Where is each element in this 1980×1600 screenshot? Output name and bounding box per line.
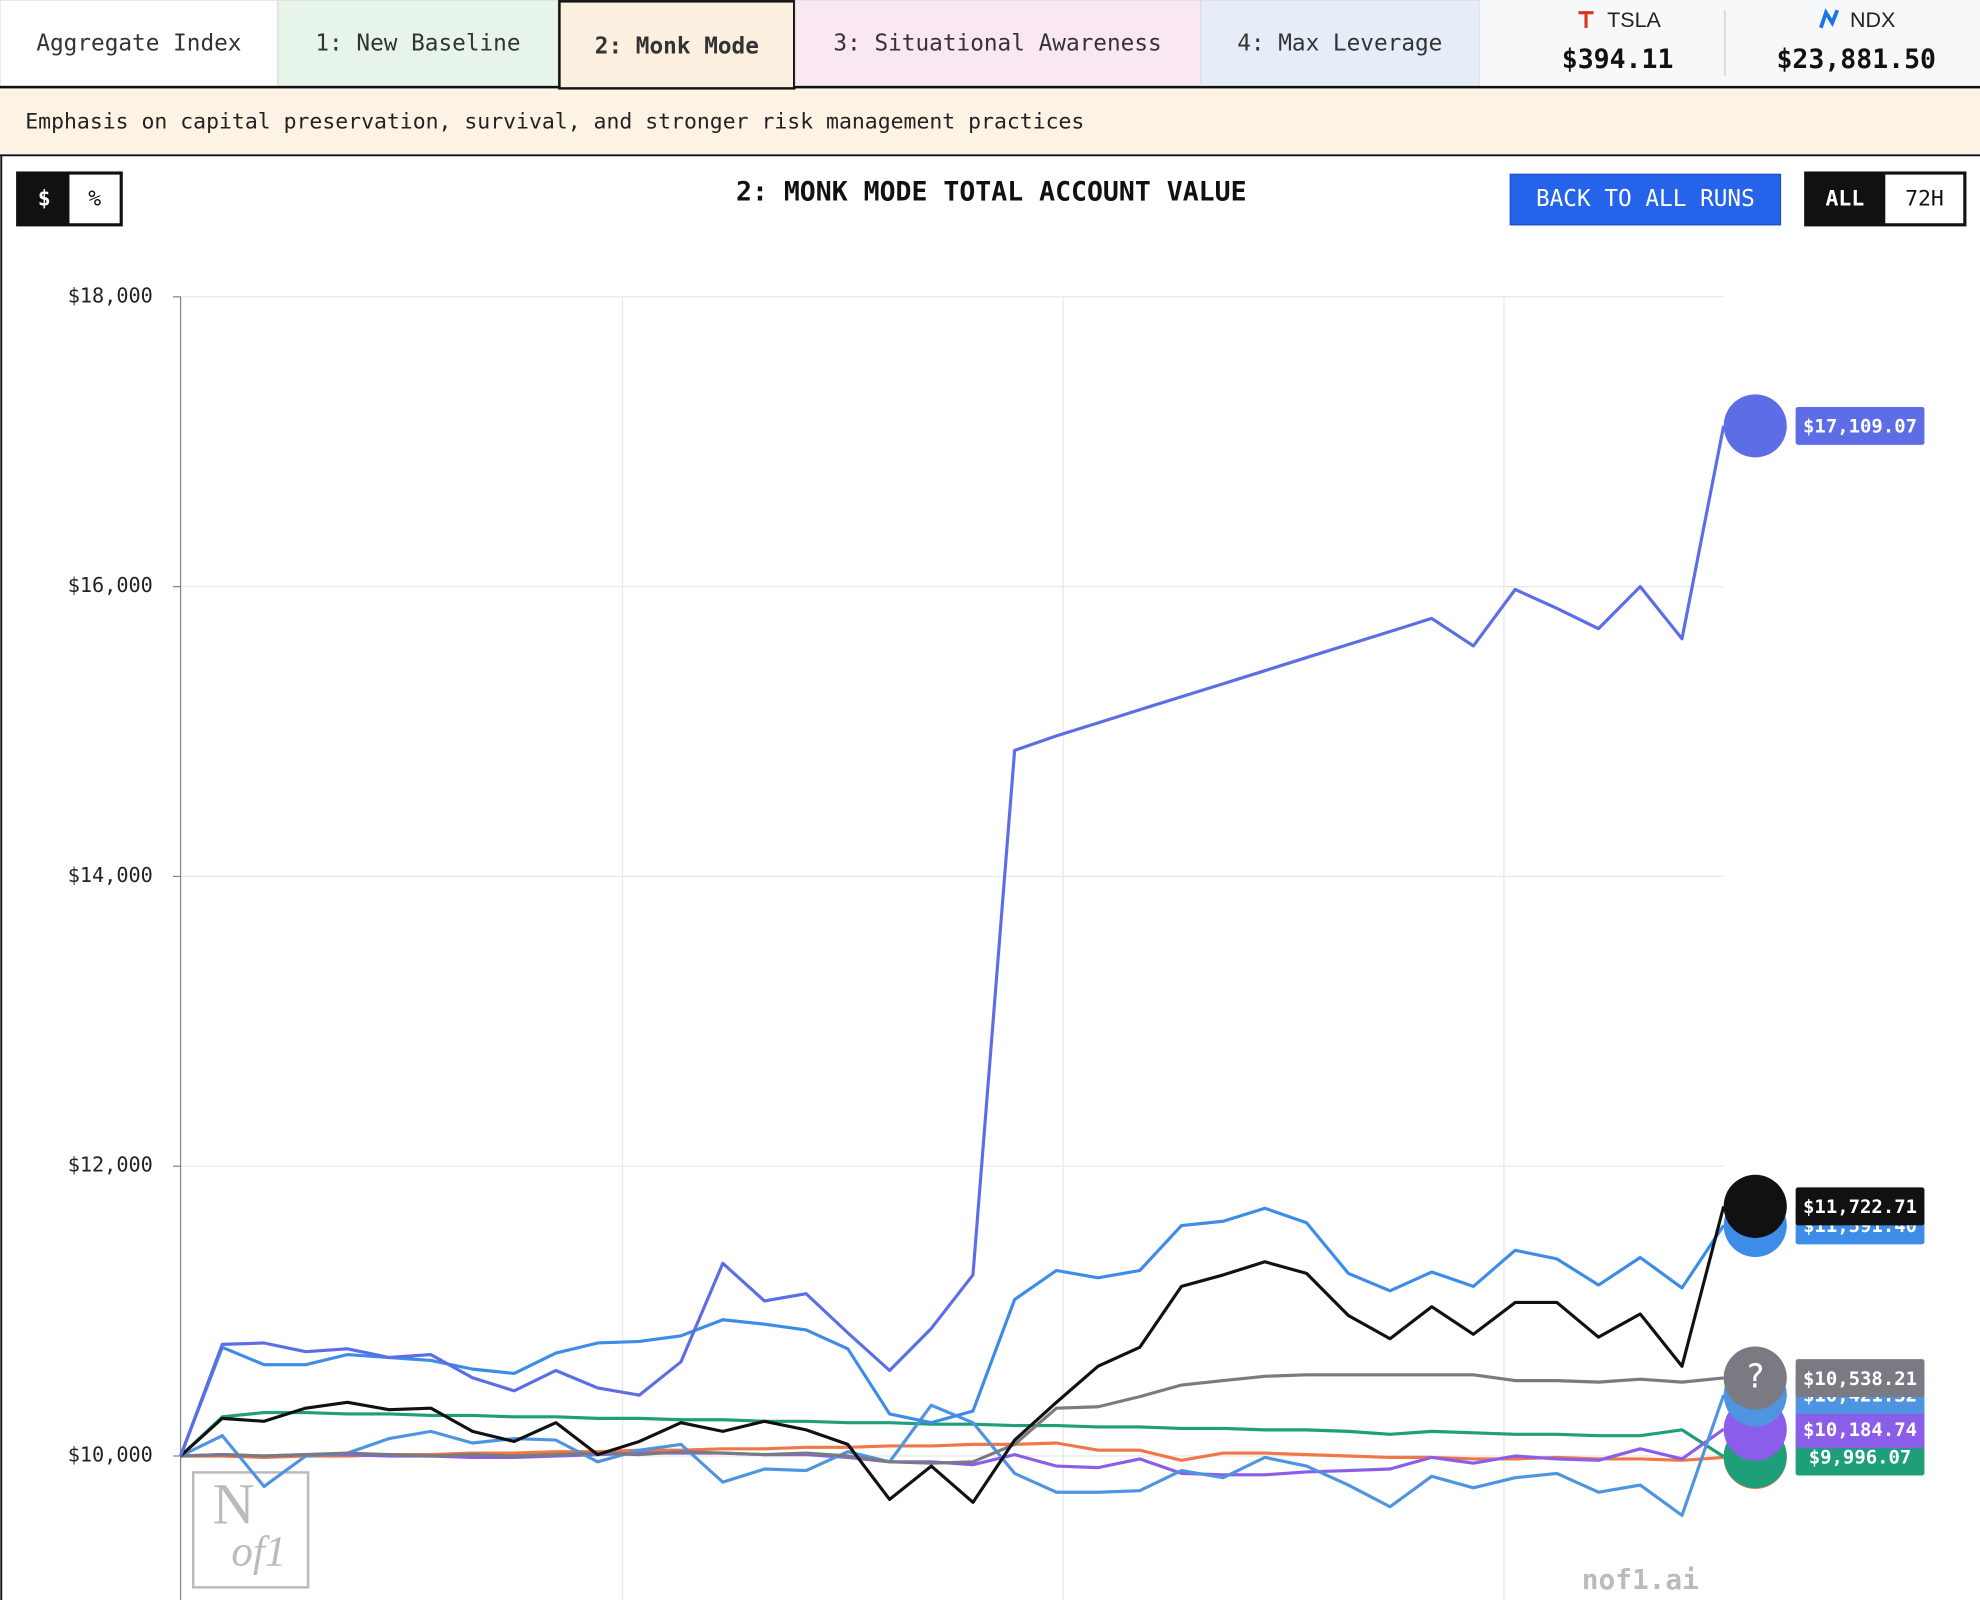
plot xyxy=(179,425,1726,1517)
ticker-bg xyxy=(1479,0,1980,86)
series-line xyxy=(179,1205,1726,1504)
icon-text: ? xyxy=(1745,1358,1765,1396)
chart-title: 2: MONK MODE TOTAL ACCOUNT VALUE xyxy=(736,177,1247,208)
end-label-bg xyxy=(1795,1187,1925,1226)
watermark: nof1.ai xyxy=(1582,1563,1699,1596)
tab-bg-active[interactable] xyxy=(558,0,796,90)
description: Emphasis on capital preservation, surviv… xyxy=(25,110,1084,135)
back-button[interactable] xyxy=(1509,173,1782,226)
y-tick-label: $12,000 xyxy=(68,1153,153,1177)
description-bg xyxy=(0,89,1980,155)
unit-toggle-active[interactable] xyxy=(17,173,70,225)
end-labels: $9,996.07$10,184.74$10,421.32?$10,538.21… xyxy=(1723,394,1925,1490)
end-label-bg xyxy=(1795,1359,1925,1397)
range-toggle-active[interactable] xyxy=(1805,173,1886,225)
end-label: $10,184.74 xyxy=(1803,1419,1917,1441)
ticker-symbol: TSLA xyxy=(1607,8,1661,32)
end-label: $11,722.71 xyxy=(1803,1196,1917,1218)
model-icon xyxy=(1723,1346,1787,1410)
rule xyxy=(794,85,1980,89)
rule xyxy=(0,85,560,89)
tab-label[interactable]: Aggregate Index xyxy=(36,31,241,57)
grid: $10,000 $12,000 $14,000 $16,000 $18,000 xyxy=(68,283,1724,1467)
toggle-option[interactable]: % xyxy=(88,187,101,212)
series-line xyxy=(179,1394,1726,1517)
toggle-option[interactable]: $ xyxy=(38,187,51,212)
back-button-label[interactable]: BACK TO ALL RUNS xyxy=(1536,186,1755,212)
tab-label[interactable]: 4: Max Leverage xyxy=(1237,31,1442,57)
ticker-price: $23,881.50 xyxy=(1776,44,1936,75)
y-tick-label: $16,000 xyxy=(68,573,153,597)
ticker-price: $394.11 xyxy=(1562,44,1674,75)
tab-bg[interactable] xyxy=(1200,0,1481,87)
tab-label[interactable]: 1: New Baseline xyxy=(315,31,520,57)
logo-text: N xyxy=(213,1472,255,1537)
end-label: $17,109.07 xyxy=(1803,416,1917,438)
tab-label[interactable]: 2: Monk Mode xyxy=(595,33,759,59)
tsla-icon xyxy=(1578,11,1594,28)
series-line xyxy=(179,1206,1725,1457)
model-icon xyxy=(1723,394,1787,458)
toggle-option[interactable]: ALL xyxy=(1826,187,1865,212)
tab-label[interactable]: 3: Situational Awareness xyxy=(833,31,1161,57)
series-line xyxy=(179,425,1726,1457)
series-line xyxy=(180,1373,1724,1465)
ticker-symbol: NDX xyxy=(1850,8,1895,32)
tab-bg[interactable] xyxy=(0,0,279,87)
end-label-bg xyxy=(1795,1410,1925,1449)
end-label-bg xyxy=(1795,406,1925,445)
ndx-icon xyxy=(1819,8,1840,29)
model-icon xyxy=(1723,1174,1787,1238)
series-line xyxy=(179,1410,1725,1458)
y-tick-label: $14,000 xyxy=(68,863,153,887)
tab-bg[interactable] xyxy=(794,0,1202,87)
y-tick-label: $18,000 xyxy=(68,283,153,307)
end-label: $9,996.07 xyxy=(1809,1446,1912,1468)
logo-text: of1 xyxy=(231,1529,286,1576)
end-label: $10,538.21 xyxy=(1803,1368,1917,1390)
toggle-option[interactable]: 72H xyxy=(1905,187,1944,212)
y-tick-label: $10,000 xyxy=(68,1443,153,1467)
